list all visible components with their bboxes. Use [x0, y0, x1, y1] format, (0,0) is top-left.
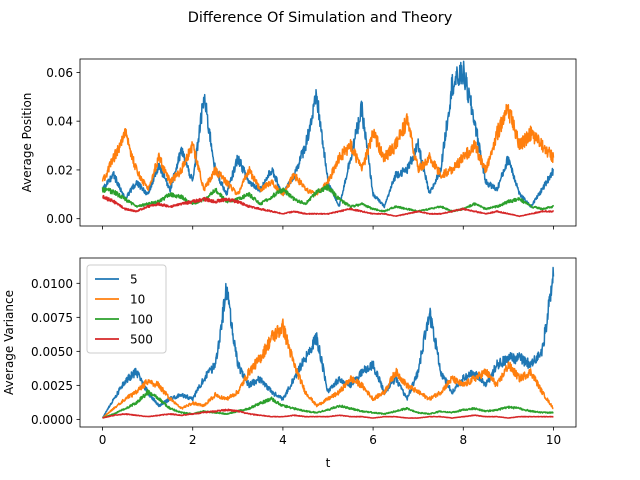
- series-group: [101, 266, 555, 419]
- y-tick-label: 0.02: [46, 163, 73, 177]
- series-line-100: [101, 183, 555, 213]
- legend-label-500: 500: [130, 333, 153, 347]
- x-tick-label: 6: [369, 433, 377, 447]
- y-tick-label: 0.0100: [31, 277, 73, 291]
- legend-label-5: 5: [130, 273, 138, 287]
- figure-title: Difference Of Simulation and Theory: [188, 10, 453, 26]
- y-axis-label: Average Variance: [2, 290, 16, 395]
- x-tick-label: 8: [459, 433, 467, 447]
- x-axis-label: t: [326, 456, 331, 470]
- axes-frame: [79, 58, 577, 227]
- series-group: [101, 60, 555, 218]
- y-tick-label: 0.0000: [31, 413, 73, 427]
- y-tick-label: 0.0050: [31, 345, 73, 359]
- series-line-500: [102, 194, 555, 218]
- y-tick-label: 0.04: [46, 115, 73, 129]
- y-tick-label: 0.0025: [31, 379, 73, 393]
- y-tick-label: 0.00: [46, 212, 73, 226]
- series-line-10: [102, 318, 554, 419]
- series-line-10: [101, 103, 555, 197]
- x-tick-label: 2: [189, 433, 197, 447]
- x-tick-label: 10: [546, 433, 561, 447]
- y-tick-label: 0.06: [46, 66, 73, 80]
- series-line-100: [102, 389, 554, 419]
- legend-label-100: 100: [130, 313, 153, 327]
- bottom-axes-average-variance: 0 2 4 6 8 10 0.0000 0.0025 0.0050 0.0075 0.0100 Ave…: [2, 257, 577, 470]
- top-axes-average-position: 0.00 0.02 0.04 0.06 Average Position: [20, 58, 577, 230]
- legend-label-10: 10: [130, 293, 145, 307]
- legend-box: [86, 264, 167, 354]
- axes-frame: [79, 257, 577, 428]
- y-axis-label: Average Position: [20, 93, 34, 193]
- series-line-500: [102, 408, 554, 419]
- x-tick-label: 4: [279, 433, 287, 447]
- y-tick-label: 0.0075: [31, 311, 73, 325]
- x-tick-label: 0: [99, 433, 107, 447]
